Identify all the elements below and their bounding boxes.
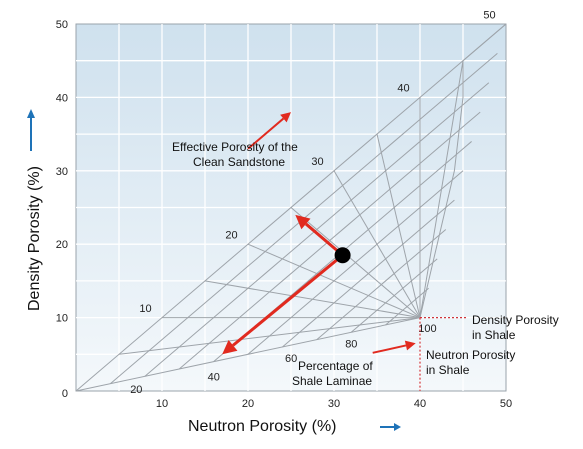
x-axis-title: Neutron Porosity (%) [188, 418, 337, 435]
y-tick-label: 40 [56, 92, 68, 104]
arrow-shaft [304, 222, 344, 257]
clean-porosity-label: 10 [139, 303, 151, 315]
laminae-fraction-line [144, 82, 490, 377]
y-tick-label: 50 [56, 19, 68, 31]
laminae-fraction-line [247, 170, 464, 355]
laminae-label: 20 [130, 384, 142, 396]
shale-laminae-note-line2: Shale Laminae [292, 374, 372, 388]
arrowhead-icon [222, 339, 238, 355]
arrowhead-icon [280, 112, 291, 123]
laminae-fraction-line [350, 258, 438, 333]
effective-porosity-note-line1: Effective Porosity of the [172, 140, 298, 154]
laminae-label: 100 [418, 323, 436, 335]
fan-envelope [419, 23, 507, 318]
x-axis-arrowhead-icon [394, 423, 401, 431]
laminae-label: 80 [345, 338, 357, 350]
laminae-label: 40 [208, 371, 220, 383]
y-axis-title: Density Porosity (%) [26, 166, 43, 311]
laminae-fraction-line [385, 287, 429, 326]
axis-ticks: 10 20 30 40 50 10 20 30 40 50 0 [56, 19, 512, 410]
y-tick-label: 20 [56, 239, 68, 251]
x-tick-label: 20 [242, 398, 254, 410]
origin-label: 0 [62, 388, 68, 400]
density-shale-note-line1: Density Porosity [472, 313, 559, 327]
clean-porosity-label: 50 [483, 9, 495, 21]
arrowhead-icon [295, 214, 311, 230]
y-tick-label: 10 [56, 313, 68, 325]
neutron-shale-note-line1: Neutron Porosity [426, 348, 515, 362]
x-tick-label: 10 [156, 398, 168, 410]
shale-laminae-note-line1: Percentage of [298, 359, 373, 373]
x-tick-label: 40 [414, 398, 426, 410]
clean-porosity-label: 20 [225, 230, 237, 242]
data-point [334, 247, 351, 264]
arrow-shaft [372, 344, 407, 354]
annotation-arrows [222, 112, 416, 355]
arrowhead-icon [404, 340, 416, 351]
laminae-label: 60 [285, 353, 297, 365]
effective-porosity-note-line2: Clean Sandstone [193, 155, 285, 169]
x-tick-label: 30 [328, 398, 340, 410]
curve-labels: 10 20 30 40 50 20 40 60 80 100 [130, 9, 495, 395]
density-shale-note-line2: in Shale [472, 328, 516, 342]
arrow-shaft [247, 117, 285, 150]
clean-porosity-label: 30 [311, 156, 323, 168]
y-tick-label: 30 [56, 166, 68, 178]
neutron-shale-note-line2: in Shale [426, 363, 470, 377]
laminae-fraction-line [282, 199, 455, 348]
y-axis-arrowhead-icon [27, 109, 35, 118]
laminae-fraction-line [316, 229, 447, 341]
x-tick-label: 50 [500, 398, 512, 410]
clean-porosity-label: 40 [397, 83, 409, 95]
arrow-shaft [232, 254, 344, 347]
laminae-fraction-line [178, 111, 481, 370]
